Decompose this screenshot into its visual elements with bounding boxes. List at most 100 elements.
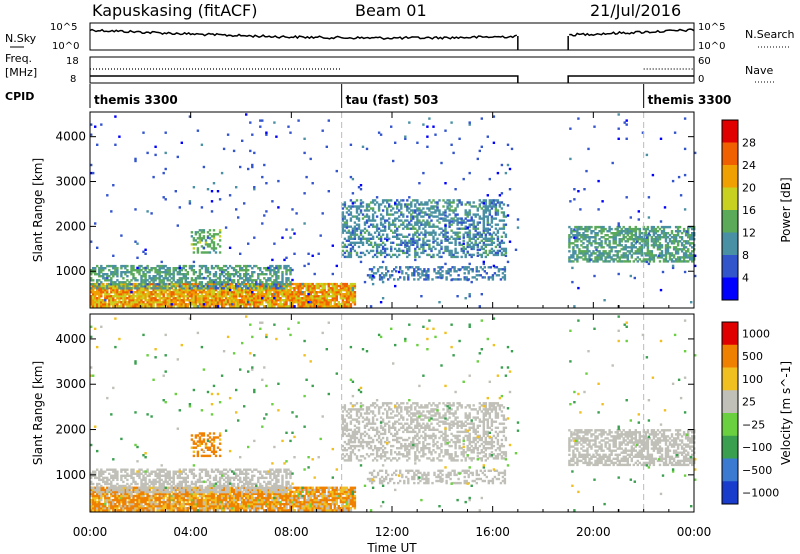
echo-cell [587, 147, 590, 151]
echo-cell [359, 241, 363, 244]
echo-cell [132, 295, 135, 298]
echo-cell [482, 199, 485, 202]
echo-cell [404, 219, 407, 222]
echo-cell [118, 500, 121, 504]
echo-cell [299, 297, 302, 300]
echo-cell [164, 492, 167, 496]
echo-cell [468, 123, 471, 126]
echo-cell [662, 225, 666, 229]
echo-cell [112, 288, 115, 292]
echo-cell [573, 305, 576, 308]
echo-cell [456, 235, 459, 238]
echo-cell [367, 219, 371, 222]
echo-cell [422, 215, 425, 218]
echo-cell [226, 297, 230, 300]
echo-cell [114, 288, 117, 292]
echo-cell [333, 303, 336, 306]
echo-cell [142, 295, 145, 298]
echo-cell [404, 137, 407, 140]
echo-cell [158, 505, 161, 508]
echo-cell [196, 237, 200, 240]
echo-cell [355, 233, 359, 236]
echo-cell [430, 219, 433, 222]
echo-cell [687, 248, 690, 251]
echo-cell [281, 303, 284, 306]
echo-cell [432, 205, 435, 208]
echo-cell [582, 250, 585, 253]
echo-cell [160, 303, 163, 306]
echo-cell [218, 281, 222, 284]
echo-cell [216, 267, 220, 270]
echo-cell [158, 303, 161, 306]
echo-cell [614, 254, 617, 257]
echo-cell [259, 303, 262, 306]
echo-cell [152, 301, 155, 304]
echo-cell [291, 268, 294, 272]
echo-cell [124, 494, 127, 498]
echo-cell [212, 182, 216, 185]
echo-cell [297, 295, 300, 298]
echo-cell [503, 274, 507, 277]
echo-cell [295, 293, 298, 296]
echo-cell [652, 225, 656, 229]
echo-cell [154, 271, 157, 274]
echo-cell [585, 169, 588, 173]
echo-cell [343, 221, 347, 224]
echo-cell [162, 196, 165, 199]
echo-cell [146, 496, 149, 500]
echo-cell [323, 282, 326, 286]
echo-cell [94, 293, 97, 296]
echo-cell [482, 215, 485, 218]
echo-cell [259, 297, 262, 300]
echo-cell [249, 283, 252, 286]
echo-cell [347, 303, 351, 306]
echo-cell [166, 267, 169, 270]
echo-cell [303, 151, 306, 155]
echo-cell [460, 249, 463, 253]
echo-cell [393, 278, 396, 281]
echo-cell [473, 276, 476, 279]
echo-cell [676, 258, 680, 261]
echo-cell [596, 258, 599, 261]
echo-cell [644, 258, 648, 261]
echo-cell [600, 225, 603, 229]
echo-cell [668, 234, 672, 237]
echo-cell [132, 269, 135, 272]
echo-cell [449, 274, 452, 277]
echo-cell [408, 241, 411, 244]
echo-cell [610, 256, 613, 259]
echo-cell [590, 244, 593, 247]
echo-cell [156, 288, 159, 292]
echo-cell [138, 293, 141, 296]
echo-cell [297, 282, 300, 286]
echo-cell [232, 288, 236, 292]
echo-cell [271, 283, 274, 286]
echo-cell [499, 268, 503, 271]
echo-cell [365, 215, 369, 218]
echo-cell [134, 287, 137, 290]
echo-cell [365, 203, 369, 206]
echo-cell [428, 221, 431, 224]
echo-cell [444, 262, 447, 266]
echo-cell [412, 199, 415, 202]
echo-cell [353, 286, 357, 290]
echo-cell [628, 236, 631, 239]
echo-cell [90, 277, 93, 280]
echo-cell [503, 270, 507, 273]
echo-cell [192, 271, 196, 274]
echo-cell [311, 295, 314, 298]
echo-cell [134, 502, 137, 506]
echo-cell [140, 494, 143, 498]
echo-cell [335, 297, 338, 300]
echo-cell [355, 211, 359, 214]
echo-cell [465, 276, 468, 279]
echo-cell [251, 303, 254, 306]
echo-cell [237, 264, 240, 268]
echo-cell [307, 297, 310, 300]
echo-cell [128, 281, 131, 284]
echo-cell [472, 233, 475, 236]
echo-cell [102, 305, 105, 308]
echo-cell [349, 249, 353, 253]
echo-cell [265, 283, 268, 286]
echo-cell [255, 301, 258, 304]
